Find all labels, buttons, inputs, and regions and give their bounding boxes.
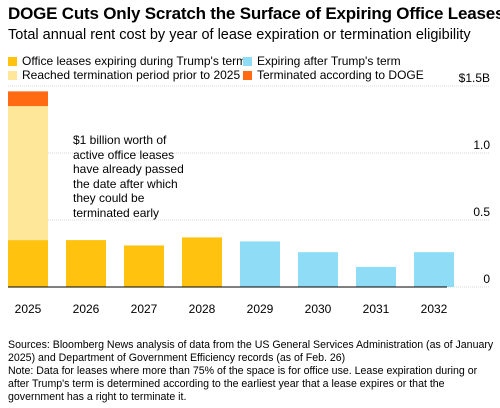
bar-segment bbox=[356, 266, 396, 287]
bar-segment bbox=[414, 252, 454, 287]
bar-segment bbox=[66, 240, 106, 287]
y-tick-label: 0.5 bbox=[473, 205, 490, 219]
note-text: Note: Data for leases where more than 75… bbox=[8, 365, 478, 403]
bar-segment bbox=[8, 106, 48, 241]
legend-label: Terminated according to DOGE bbox=[257, 68, 424, 82]
legend-swatch bbox=[243, 70, 252, 80]
chart-notes: Sources: Bloomberg News analysis of data… bbox=[8, 339, 494, 404]
legend-swatch bbox=[243, 56, 252, 66]
y-tick-label: 1.0 bbox=[473, 138, 490, 152]
legend-label: Reached termination period prior to 2025 bbox=[22, 68, 241, 82]
chart-annotation: $1 billion worth of active office leases… bbox=[73, 133, 184, 220]
sources-text: Sources: Bloomberg News analysis of data… bbox=[8, 339, 494, 364]
bar-segment bbox=[8, 91, 48, 107]
chart-subtitle: Total annual rent cost by year of lease … bbox=[8, 27, 471, 43]
bar-segment bbox=[182, 237, 222, 287]
x-tick-label: 2028 bbox=[189, 302, 216, 316]
bar-segment bbox=[8, 240, 48, 287]
x-tick-label: 2027 bbox=[131, 302, 158, 316]
legend-swatch bbox=[8, 56, 17, 66]
x-tick-label: 2029 bbox=[247, 302, 274, 316]
bar-segment bbox=[240, 241, 280, 287]
bar-segment bbox=[298, 252, 338, 287]
bar-segment bbox=[124, 245, 164, 287]
x-tick-label: 2030 bbox=[305, 302, 332, 316]
y-tick-label: 0 bbox=[483, 272, 490, 286]
legend-item-expiring-after-term: Expiring after Trump's term bbox=[243, 54, 401, 68]
legend-label: Office leases expiring during Trump's te… bbox=[22, 54, 247, 68]
legend-item-terminated-doge: Terminated according to DOGE bbox=[243, 68, 424, 82]
x-tick-label: 2025 bbox=[15, 302, 42, 316]
x-tick-label: 2032 bbox=[421, 302, 448, 316]
x-tick-label: 2031 bbox=[363, 302, 390, 316]
legend-label: Expiring after Trump's term bbox=[257, 54, 401, 68]
chart-title: DOGE Cuts Only Scratch the Surface of Ex… bbox=[8, 4, 500, 23]
legend-item-expiring-during-term: Office leases expiring during Trump's te… bbox=[8, 54, 246, 68]
legend-swatch bbox=[8, 70, 17, 80]
y-tick-label: $1.5B bbox=[459, 71, 490, 85]
legend-item-reached-termination: Reached termination period prior to 2025 bbox=[8, 68, 240, 82]
chart-plot: 0 0.5 1.0 $1.5B 2025 2026 2027 2028 2029 2030 2031… bbox=[8, 71, 490, 316]
x-tick-label: 2026 bbox=[73, 302, 100, 316]
